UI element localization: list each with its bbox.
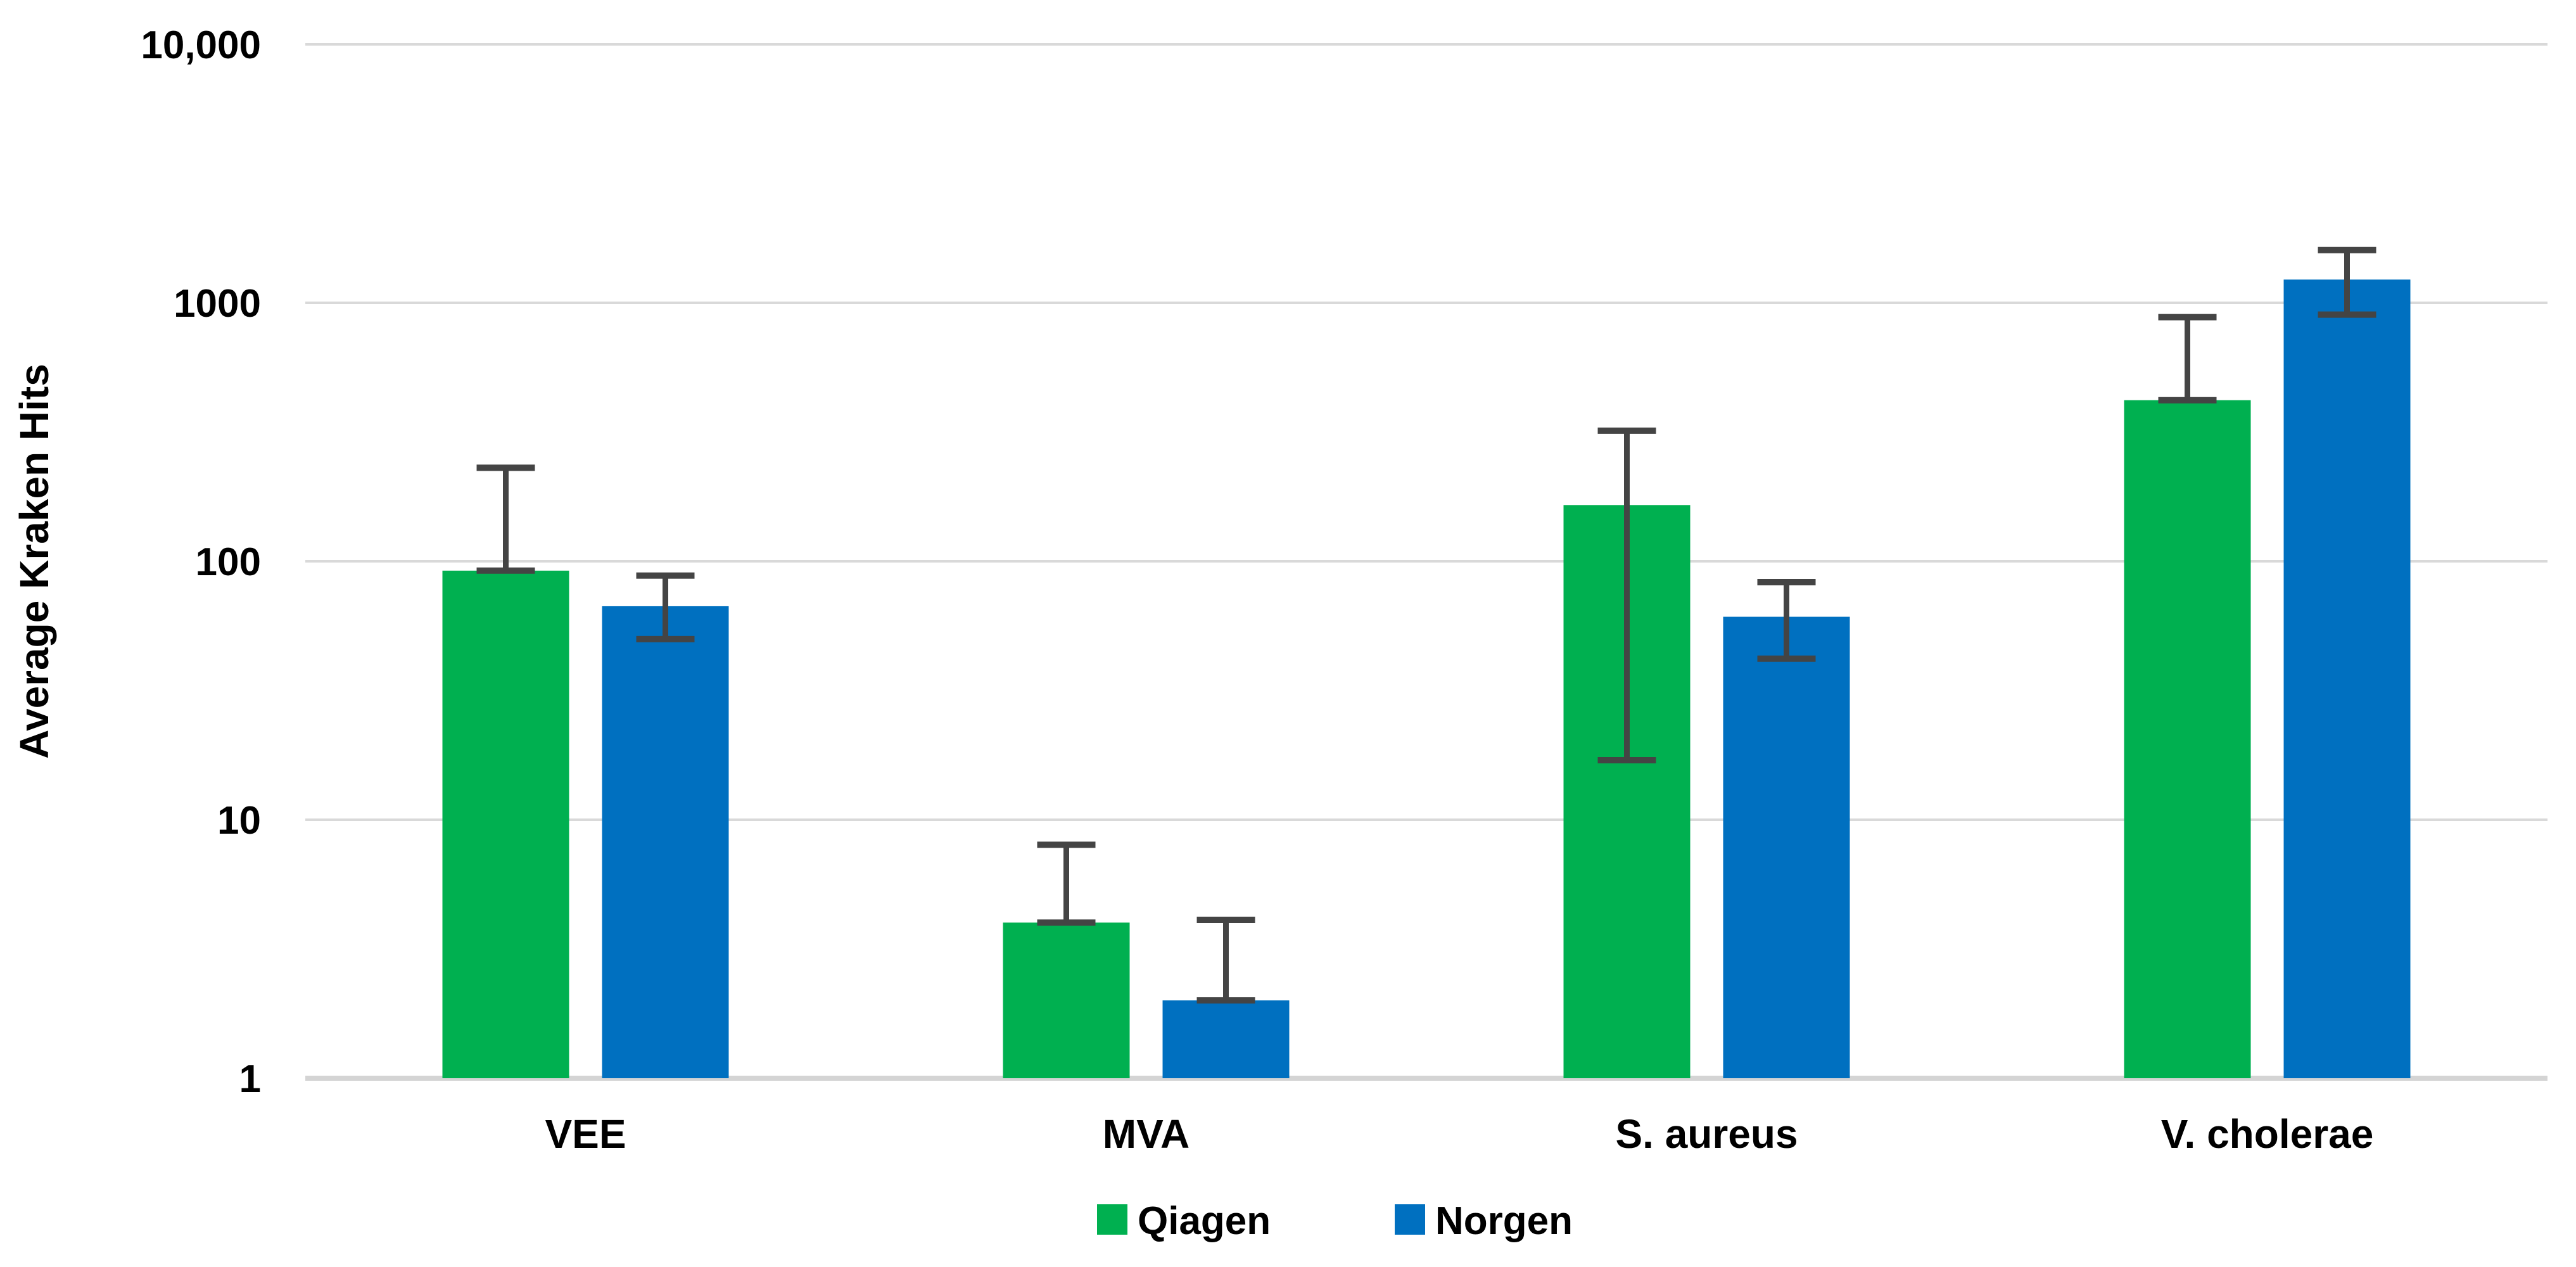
bar-norgen-s-aureus — [1723, 616, 1850, 1078]
bar-norgen-mva — [1162, 1000, 1290, 1078]
y-tick-label-100: 100 — [196, 540, 261, 584]
legend-swatch-qiagen — [1097, 1204, 1127, 1235]
y-tick-label-10: 10 — [217, 799, 261, 843]
x-category-label-vee: VEE — [545, 1111, 626, 1157]
y-tick-label-10-000: 10,000 — [141, 23, 261, 67]
x-category-label-s-aureus: S. aureus — [1615, 1111, 1798, 1157]
y-tick-label-1000: 1000 — [174, 282, 261, 326]
legend-swatch-norgen — [1395, 1204, 1425, 1235]
bar-norgen-v-cholerae — [2283, 279, 2411, 1078]
x-category-label-mva: MVA — [1103, 1111, 1190, 1157]
bar-qiagen-v-cholerae — [2124, 400, 2251, 1078]
bar-qiagen-vee — [442, 570, 569, 1078]
y-axis-title: Average Kraken Hits — [11, 364, 57, 759]
bar-qiagen-mva — [1003, 922, 1130, 1078]
x-category-label-v-cholerae: V. cholerae — [2161, 1111, 2374, 1157]
legend-label-norgen: Norgen — [1435, 1199, 1573, 1243]
y-tick-label-1: 1 — [239, 1057, 261, 1101]
legend-label-qiagen: Qiagen — [1138, 1199, 1271, 1243]
bar-norgen-vee — [602, 606, 729, 1078]
